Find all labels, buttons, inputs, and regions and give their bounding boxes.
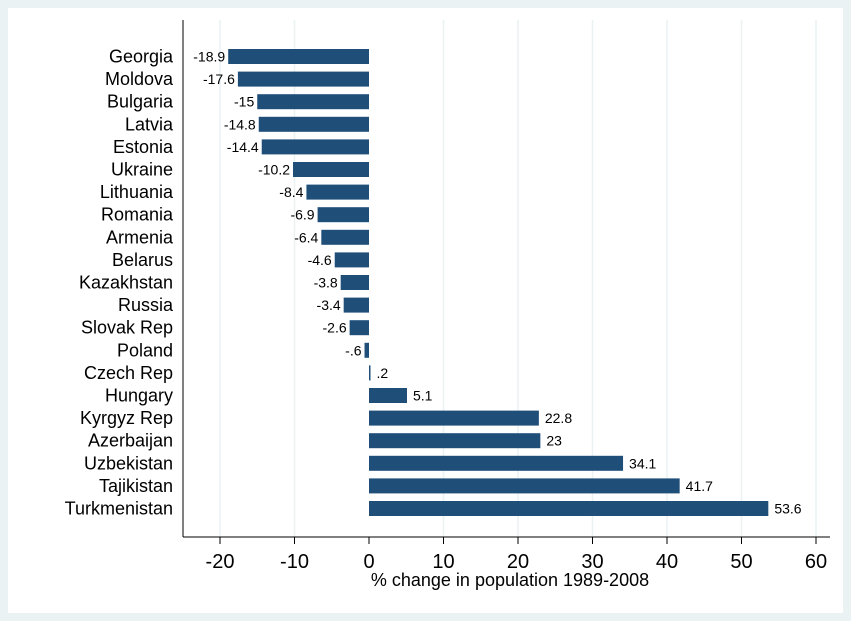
category-label: Romania bbox=[101, 205, 174, 225]
x-tick-label: 0 bbox=[363, 551, 374, 573]
x-tick-label: 20 bbox=[507, 551, 529, 573]
category-label: Slovak Rep bbox=[81, 318, 173, 338]
value-label: -3.4 bbox=[317, 297, 341, 313]
x-tick-label: -10 bbox=[280, 551, 309, 573]
bar bbox=[369, 388, 407, 403]
category-label: Poland bbox=[117, 340, 173, 360]
category-label: Hungary bbox=[105, 386, 173, 406]
value-label: -10.2 bbox=[258, 162, 290, 178]
x-axis-title: % change in population 1989-2008 bbox=[371, 570, 649, 590]
bar bbox=[334, 252, 369, 268]
category-label: Tajikistan bbox=[99, 476, 173, 496]
value-label: 34.1 bbox=[629, 455, 656, 471]
x-tick-label: 50 bbox=[730, 551, 752, 573]
category-label: Moldova bbox=[105, 69, 174, 89]
category-label: Bulgaria bbox=[107, 92, 174, 112]
category-label: Ukraine bbox=[111, 160, 173, 180]
bar bbox=[369, 501, 769, 516]
value-label: -2.6 bbox=[323, 320, 347, 336]
bar bbox=[317, 207, 369, 223]
category-label: Czech Rep bbox=[84, 363, 173, 383]
x-tick-label: 40 bbox=[656, 551, 678, 573]
x-axis-ticks: -20 -10 0 10 20 30 40 50 60 bbox=[206, 537, 827, 573]
bars: Georgia -18.9 Moldova -17.6 Bulgaria -15 Latvi… bbox=[65, 47, 802, 519]
value-label: -17.6 bbox=[203, 71, 235, 87]
value-label: -8.4 bbox=[279, 184, 303, 200]
bar bbox=[369, 478, 680, 494]
bar bbox=[364, 342, 369, 358]
value-label: .2 bbox=[376, 365, 388, 381]
category-label: Uzbekistan bbox=[84, 453, 173, 473]
category-label: Lithuania bbox=[100, 182, 174, 202]
bar bbox=[369, 433, 541, 449]
bar bbox=[369, 410, 539, 426]
category-label: Belarus bbox=[112, 250, 173, 270]
category-label: Georgia bbox=[109, 47, 174, 67]
category-label: Armenia bbox=[106, 227, 174, 247]
value-label: -.6 bbox=[345, 342, 362, 358]
x-tick-label: 60 bbox=[805, 551, 827, 573]
bar bbox=[369, 365, 371, 381]
value-label: -6.9 bbox=[290, 207, 314, 223]
bar bbox=[257, 94, 369, 110]
bar bbox=[349, 320, 369, 336]
bar bbox=[321, 229, 369, 245]
category-label: Latvia bbox=[125, 114, 174, 134]
bar bbox=[343, 297, 369, 313]
bar bbox=[293, 162, 369, 177]
value-label: -14.8 bbox=[224, 116, 256, 132]
category-label: Azerbaijan bbox=[88, 431, 173, 451]
category-label: Russia bbox=[118, 295, 174, 315]
value-label: -15 bbox=[234, 94, 254, 110]
value-label: 53.6 bbox=[774, 501, 801, 517]
value-label: 41.7 bbox=[686, 478, 713, 494]
x-tick-label: -20 bbox=[206, 551, 235, 573]
category-label: Kazakhstan bbox=[79, 273, 173, 293]
value-label: -4.6 bbox=[308, 252, 332, 268]
bar bbox=[369, 455, 624, 471]
bar bbox=[261, 139, 369, 155]
bar bbox=[306, 184, 369, 200]
category-label: Kyrgyz Rep bbox=[80, 408, 173, 428]
value-label: -3.8 bbox=[314, 275, 338, 291]
bar bbox=[237, 71, 369, 87]
category-label: Turkmenistan bbox=[65, 499, 173, 519]
value-label: -14.4 bbox=[227, 139, 259, 155]
category-label: Estonia bbox=[113, 137, 174, 157]
value-label: 5.1 bbox=[413, 388, 433, 404]
bar bbox=[340, 275, 369, 290]
value-label: 23 bbox=[546, 433, 562, 449]
bar bbox=[258, 116, 369, 132]
bar bbox=[228, 49, 369, 64]
value-label: -6.4 bbox=[294, 229, 318, 245]
value-label: 22.8 bbox=[545, 410, 572, 426]
value-label: -18.9 bbox=[193, 49, 225, 65]
x-tick-label: 10 bbox=[432, 551, 454, 573]
x-tick-label: 30 bbox=[581, 551, 603, 573]
